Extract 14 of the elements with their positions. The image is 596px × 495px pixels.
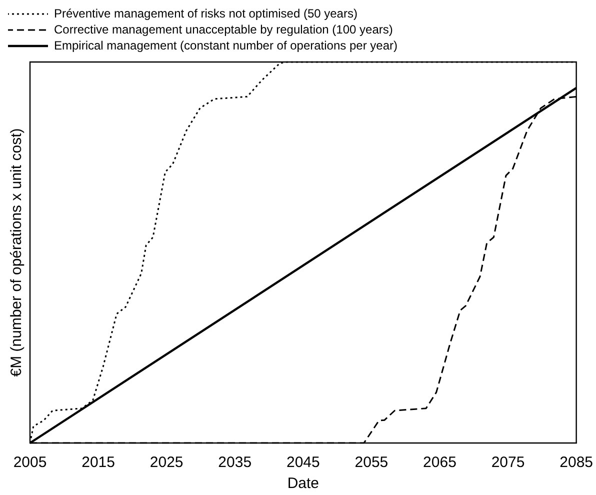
x-tick-label: 2035 xyxy=(218,454,252,472)
x-tick-label: 2085 xyxy=(560,454,594,472)
y-axis-title: €M (number of opérations x unit cost) xyxy=(8,128,26,377)
x-tick-label: 2005 xyxy=(13,454,47,472)
legend-label: Empirical management (constant number of operations per year) xyxy=(54,38,398,52)
x-axis-title: Date xyxy=(287,475,319,492)
x-tick-label: 2065 xyxy=(423,454,456,472)
legend-label: Corrective management unacceptable by regulation (100 years) xyxy=(54,22,393,36)
x-tick-label: 2025 xyxy=(150,454,184,472)
x-tick-label: 2055 xyxy=(354,454,388,472)
legend-label: Préventive management of risks not optimised (50 years) xyxy=(54,6,358,20)
x-tick-label: 2015 xyxy=(82,454,115,472)
x-tick-label: 2075 xyxy=(491,454,525,472)
x-tick-label: 2045 xyxy=(286,454,320,472)
